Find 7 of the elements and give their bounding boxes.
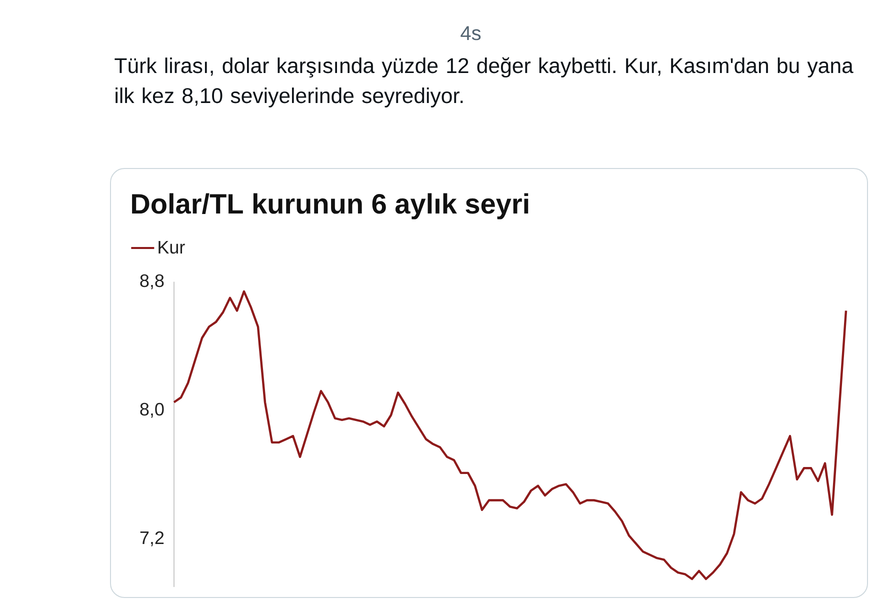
text: Türk lirası, dolar karşısında yüzde 12 değer kaybetti. Kur, Kasım'dan bu yana ilk kez 8,10 seviyelerinde seyrediyor. [114, 57, 854, 108]
y-tick-label: 8,0 [140, 402, 164, 418]
y-tick-label: 7,2 [140, 531, 164, 546]
chart-title: Dolar/TL kurunun 6 aylık seyri [132, 193, 528, 220]
text: 4s [460, 26, 481, 40]
y-tick-label: 8,8 [140, 274, 164, 290]
legend-label: Kur [158, 241, 185, 254]
